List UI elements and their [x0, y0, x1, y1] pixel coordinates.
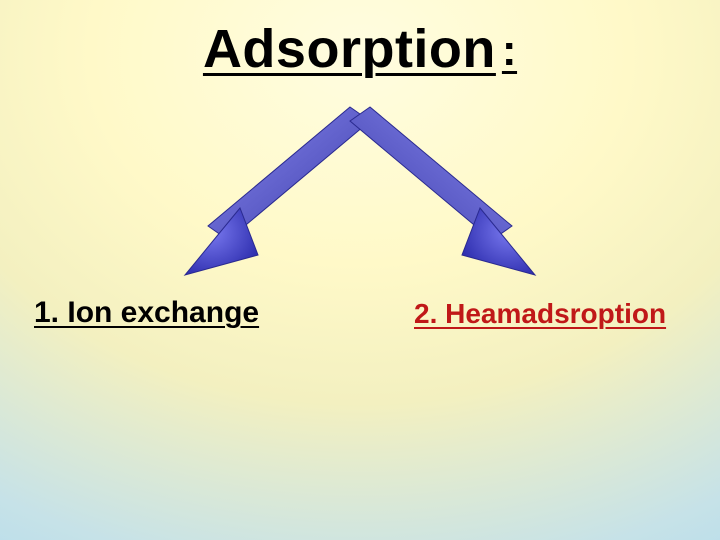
page-title: Adsorption: — [0, 18, 720, 80]
title-text: Adsorption — [203, 19, 496, 79]
branch-label-ion-exchange: 1. Ion exchange — [34, 296, 259, 330]
title-colon: : — [502, 26, 517, 75]
branch-label-heamadsroption: 2. Heamadsroption — [414, 298, 666, 330]
branch-arrows — [140, 95, 580, 285]
